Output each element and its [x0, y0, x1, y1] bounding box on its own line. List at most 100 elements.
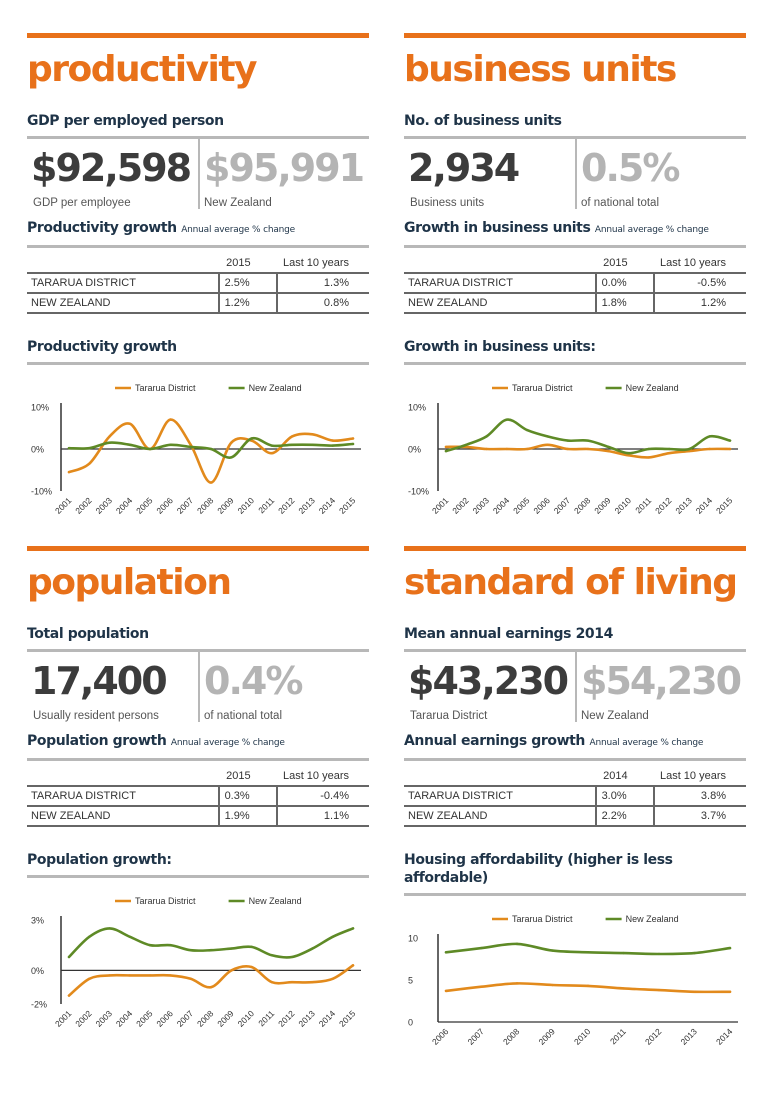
data-point — [728, 447, 732, 451]
row-value-1: 0.3% — [217, 786, 277, 807]
data-point — [627, 454, 630, 457]
table-header-blank — [27, 254, 219, 274]
growth-note: Annual average % change — [181, 225, 295, 235]
data-point — [351, 927, 355, 930]
data-point — [485, 447, 488, 451]
x-tick-label: 2012 — [643, 1026, 664, 1047]
x-tick-label: 2003 — [94, 495, 115, 516]
row-name: NEW ZEALAND — [404, 293, 596, 314]
data-point — [515, 982, 519, 985]
chart-legend: Tararua District New Zealand — [115, 383, 302, 393]
divider — [27, 758, 369, 761]
y-tick-label: 0 — [408, 1018, 413, 1028]
chart-legend: Tararua District New Zealand — [492, 914, 679, 924]
growth-table: 2015 Last 10 years TARARUA DISTRICT 2.5%… — [27, 254, 369, 314]
stat-main-value: 2,934 — [408, 146, 520, 190]
data-point — [230, 456, 233, 459]
data-point — [627, 452, 630, 455]
data-point — [148, 447, 152, 451]
x-tick-label: 2014 — [317, 1008, 338, 1029]
data-point — [607, 449, 610, 453]
row-value-1: 2.2% — [594, 806, 654, 827]
legend-label: New Zealand — [249, 383, 302, 393]
x-tick-label: 2008 — [195, 1008, 216, 1029]
data-point — [128, 422, 132, 425]
data-point — [505, 447, 509, 451]
x-tick-label: 2013 — [296, 495, 317, 516]
data-point — [169, 974, 172, 977]
x-tick-label: 2008 — [501, 1026, 522, 1047]
x-tick-label: 2013 — [296, 1008, 317, 1029]
growth-heading: Annual earnings growth Annual average % … — [404, 732, 746, 752]
growth-heading-text: Growth in business units — [404, 220, 591, 236]
table-row: NEW ZEALAND 1.2% 0.8% — [27, 293, 369, 314]
x-tick-label: 2014 — [694, 495, 715, 516]
series-line — [67, 418, 355, 484]
x-tick-label: 2012 — [653, 495, 674, 516]
productivity-chart: Tararua District New Zealand 10% 0% -10%2001… — [31, 383, 361, 516]
data-point — [525, 447, 529, 451]
data-point — [209, 447, 213, 451]
series-line — [444, 982, 732, 994]
x-tick-label: 2015 — [337, 1008, 358, 1029]
row-name: TARARUA DISTRICT — [404, 786, 596, 807]
data-point — [331, 439, 334, 442]
stat-main-value: $92,598 — [31, 146, 192, 190]
stat-compare: $95,991 New Zealand — [198, 139, 369, 209]
data-point — [444, 989, 448, 993]
data-point — [270, 452, 274, 455]
data-point — [311, 947, 314, 950]
row-value-1: 2.5% — [217, 273, 277, 294]
stat-main-caption: Usually resident persons — [33, 710, 159, 722]
growth-note: Annual average % change — [594, 225, 709, 235]
divider — [27, 136, 369, 139]
data-point — [230, 441, 233, 444]
data-point — [551, 949, 554, 952]
data-point — [88, 462, 91, 465]
legend-label: Tararua District — [512, 383, 573, 393]
data-point — [270, 980, 274, 984]
data-point — [189, 445, 192, 449]
data-point — [551, 983, 554, 987]
legend-label: Tararua District — [135, 383, 196, 393]
data-point — [647, 447, 651, 451]
data-point — [607, 445, 610, 449]
data-point — [128, 974, 132, 977]
growth-heading-text: Population growth — [27, 733, 167, 749]
divider — [404, 893, 746, 896]
data-point — [230, 969, 233, 972]
x-tick-label: 2002 — [450, 495, 471, 516]
table-header-blank — [404, 767, 596, 787]
x-tick-label: 2014 — [714, 1026, 735, 1047]
x-tick-label: 2010 — [236, 495, 257, 516]
growth-heading: Growth in business units Annual average … — [404, 219, 746, 239]
table-row: NEW ZEALAND 2.2% 3.7% — [404, 806, 746, 827]
table-header-col1: 2015 — [218, 767, 277, 787]
data-point — [480, 946, 483, 950]
data-point — [728, 990, 732, 993]
table-header-col1: 2015 — [595, 254, 654, 274]
table-header-blank — [27, 767, 219, 787]
legend-label: New Zealand — [249, 896, 302, 906]
x-tick-label: 2003 — [94, 1008, 115, 1029]
chart-legend: Tararua District New Zealand — [115, 896, 302, 906]
data-point — [108, 435, 111, 438]
data-point — [311, 433, 314, 436]
divider — [404, 649, 746, 652]
divider — [404, 136, 746, 139]
data-point — [250, 945, 253, 949]
data-point — [566, 447, 569, 451]
data-point — [708, 435, 711, 438]
data-point — [586, 447, 590, 451]
stat-main: 17,400 Usually resident persons — [27, 652, 198, 722]
data-point — [88, 935, 91, 938]
data-point — [67, 955, 71, 959]
row-value-1: 1.9% — [217, 806, 277, 827]
data-point — [351, 437, 355, 440]
x-tick-label: 2013 — [678, 1026, 699, 1047]
growth-table: 2015 Last 10 years TARARUA DISTRICT 0.3%… — [27, 767, 369, 827]
x-tick-label: 2002 — [73, 1008, 94, 1029]
data-point — [290, 980, 294, 984]
growth-note: Annual average % change — [170, 738, 285, 748]
table-header-col1: 2015 — [218, 254, 277, 274]
